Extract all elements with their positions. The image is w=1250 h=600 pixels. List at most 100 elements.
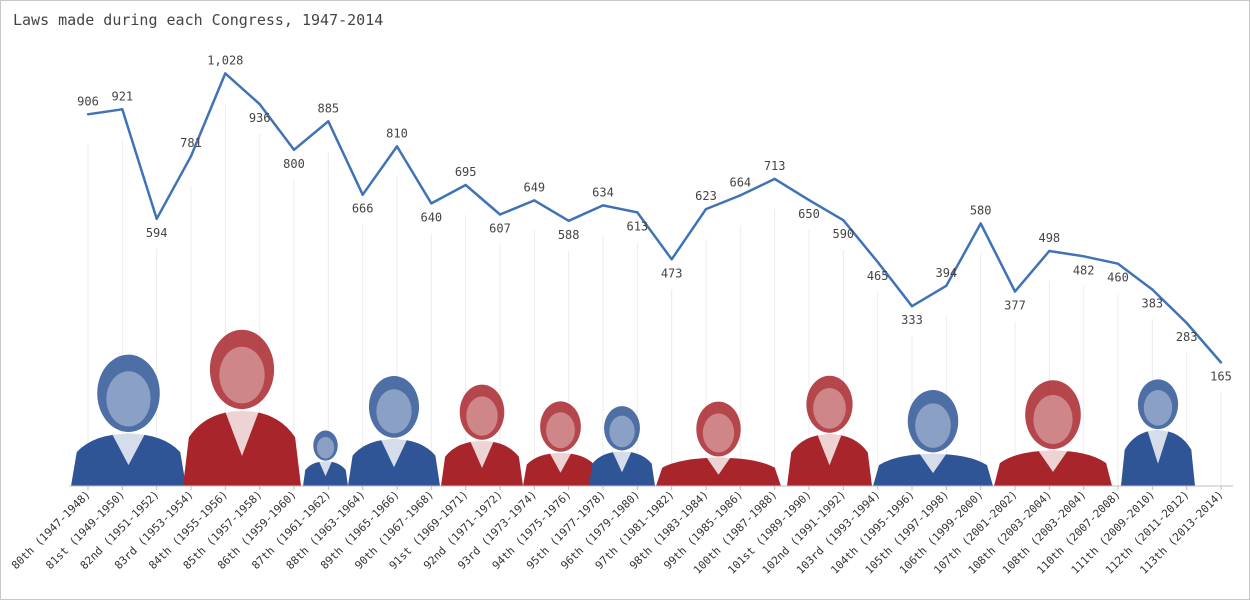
nixon-portrait <box>441 384 523 486</box>
bush-sr-portrait <box>787 375 872 486</box>
data-label: 394 <box>935 266 957 280</box>
data-label: 460 <box>1107 271 1129 285</box>
data-label: 607 <box>489 221 511 235</box>
data-label: 921 <box>111 89 133 103</box>
data-point <box>224 72 227 75</box>
data-point <box>189 154 193 158</box>
carter-portrait <box>589 406 655 486</box>
portrait-face-highlight <box>219 346 265 404</box>
data-point <box>601 204 605 207</box>
data-label: 333 <box>901 313 923 327</box>
portrait-collar <box>470 441 494 469</box>
data-point <box>327 120 330 123</box>
data-label: 666 <box>352 202 374 216</box>
kennedy-portrait <box>303 430 348 486</box>
data-point <box>292 148 296 151</box>
data-label: 800 <box>283 157 305 171</box>
bush-jr-portrait <box>994 380 1112 486</box>
data-label: 885 <box>317 101 339 115</box>
data-label: 713 <box>764 159 786 173</box>
data-point <box>979 222 982 225</box>
data-label: 473 <box>661 266 683 280</box>
portrait-face-highlight <box>1143 390 1173 426</box>
portrait-face-highlight <box>466 396 498 436</box>
portrait-collar <box>111 433 146 466</box>
data-label: 165 <box>1210 370 1232 384</box>
data-label: 283 <box>1176 330 1198 344</box>
portrait-face-highlight <box>1033 394 1073 445</box>
data-point <box>498 213 502 216</box>
data-point <box>533 199 536 202</box>
data-point <box>1048 249 1051 253</box>
data-point <box>670 258 673 261</box>
data-point <box>1219 361 1223 364</box>
data-label: 594 <box>146 226 168 240</box>
data-label: 640 <box>420 210 442 224</box>
data-point <box>258 103 261 106</box>
data-point <box>807 198 811 202</box>
portrait-collar <box>549 453 572 473</box>
data-point <box>876 260 879 264</box>
data-point <box>842 218 845 222</box>
series-line <box>87 72 1222 364</box>
portrait-face-highlight <box>106 371 151 427</box>
data-point <box>567 219 570 223</box>
data-point <box>1151 288 1154 291</box>
portrait-face-highlight <box>813 387 846 429</box>
data-point <box>121 108 124 111</box>
data-point <box>1116 262 1120 265</box>
data-point <box>464 183 467 187</box>
data-label: 590 <box>832 227 854 241</box>
portrait-head <box>907 389 959 453</box>
data-point <box>773 177 776 181</box>
data-label: 383 <box>1141 296 1163 310</box>
portrait-head <box>1025 380 1081 449</box>
data-point <box>739 194 742 197</box>
data-label: 695 <box>455 165 477 179</box>
data-label: 482 <box>1073 263 1095 277</box>
reagan-portrait <box>656 401 781 486</box>
portrait-head <box>368 375 420 438</box>
data-point <box>155 217 158 221</box>
data-label: 650 <box>798 207 820 221</box>
portrait-collar <box>612 451 632 473</box>
portrait-head <box>696 401 741 457</box>
data-label: 649 <box>523 180 545 194</box>
portrait-head <box>540 401 581 452</box>
data-point <box>361 193 364 196</box>
portrait-collar <box>1147 430 1169 464</box>
chart-title: Laws made during each Congress, 1947-201… <box>13 11 384 29</box>
portrait-face-highlight <box>316 436 335 459</box>
portrait-collar <box>817 434 842 466</box>
portrait-collar <box>919 453 947 474</box>
data-point <box>430 202 433 205</box>
data-label: 810 <box>386 126 408 140</box>
portrait-face-highlight <box>376 389 412 434</box>
data-point <box>945 284 948 288</box>
portrait-head <box>459 384 505 440</box>
portrait-collar <box>319 461 332 477</box>
data-label: 623 <box>695 189 717 203</box>
truman-portrait <box>71 354 186 486</box>
data-point <box>910 305 914 308</box>
portrait-face-highlight <box>546 412 575 449</box>
data-point <box>1082 255 1085 258</box>
portrait-collar <box>380 439 408 468</box>
eisenhower-portrait <box>183 329 301 486</box>
data-point <box>636 211 639 214</box>
johnson-portrait <box>348 375 440 486</box>
portrait-head <box>97 354 160 432</box>
ford-portrait <box>523 401 598 486</box>
obama-portrait <box>1121 379 1195 486</box>
data-point <box>1185 321 1188 325</box>
data-label: 1,028 <box>207 53 243 67</box>
data-label: 906 <box>77 94 99 108</box>
portrait-head <box>209 329 275 410</box>
data-label: 634 <box>592 185 614 199</box>
portrait-head <box>604 406 640 451</box>
data-point <box>86 113 90 116</box>
portrait-face-highlight <box>609 415 635 448</box>
data-label: 580 <box>970 204 992 218</box>
